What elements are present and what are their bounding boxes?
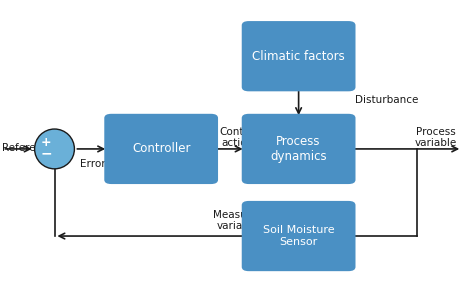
Text: Soil Moisture
Sensor: Soil Moisture Sensor [263, 225, 335, 247]
Text: −: − [40, 146, 52, 160]
Ellipse shape [35, 129, 74, 169]
Text: +: + [41, 136, 51, 149]
Text: Control
action: Control action [219, 127, 257, 148]
Text: Measured
variable: Measured variable [212, 210, 264, 231]
Text: Reference: Reference [2, 142, 55, 153]
Text: Process
variable: Process variable [415, 127, 457, 148]
Text: Disturbance: Disturbance [355, 95, 418, 105]
Text: Controller: Controller [132, 142, 191, 155]
FancyBboxPatch shape [104, 114, 218, 184]
Text: Error: Error [80, 159, 105, 169]
Text: Process
dynamics: Process dynamics [270, 135, 327, 163]
Text: Climatic factors: Climatic factors [252, 50, 345, 63]
FancyBboxPatch shape [242, 21, 356, 91]
FancyBboxPatch shape [242, 114, 356, 184]
FancyBboxPatch shape [242, 201, 356, 271]
